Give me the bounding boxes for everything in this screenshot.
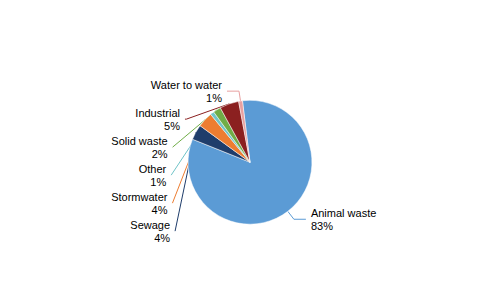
svg-text:Industrial: Industrial <box>135 107 180 119</box>
svg-text:83%: 83% <box>311 220 333 232</box>
svg-text:2%: 2% <box>152 148 168 160</box>
svg-text:1%: 1% <box>150 176 166 188</box>
svg-text:Other: Other <box>139 163 167 175</box>
svg-text:1%: 1% <box>206 92 222 104</box>
svg-text:5%: 5% <box>164 120 180 132</box>
svg-text:Animal waste: Animal waste <box>311 207 376 219</box>
svg-text:Solid waste: Solid waste <box>111 135 167 147</box>
svg-text:Stormwater: Stormwater <box>111 191 168 203</box>
svg-text:4%: 4% <box>152 204 168 216</box>
svg-text:Water to water: Water to water <box>151 79 222 91</box>
svg-text:4%: 4% <box>154 232 170 244</box>
svg-text:Sewage: Sewage <box>130 219 170 231</box>
